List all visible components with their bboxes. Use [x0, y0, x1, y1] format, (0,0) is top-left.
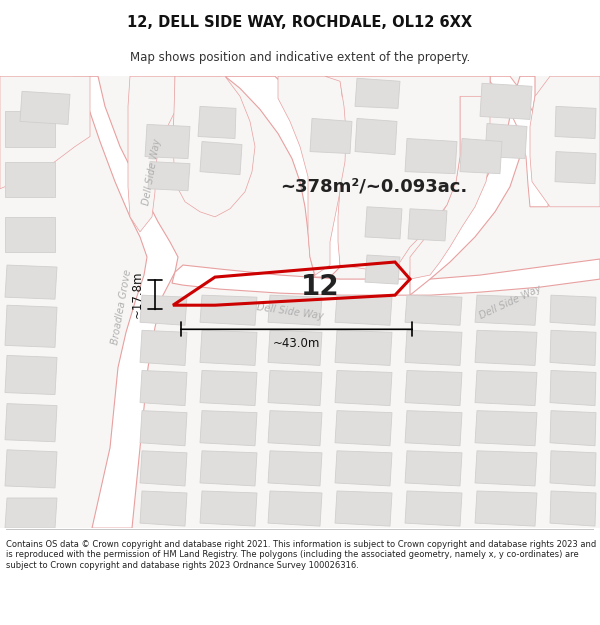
- Polygon shape: [335, 371, 392, 406]
- Polygon shape: [408, 209, 447, 241]
- Polygon shape: [325, 76, 490, 272]
- Polygon shape: [5, 404, 57, 442]
- Polygon shape: [340, 76, 490, 279]
- Text: Contains OS data © Crown copyright and database right 2021. This information is : Contains OS data © Crown copyright and d…: [6, 540, 596, 569]
- Polygon shape: [490, 76, 550, 207]
- Polygon shape: [335, 295, 392, 325]
- Polygon shape: [200, 295, 257, 325]
- Polygon shape: [460, 139, 502, 174]
- Polygon shape: [140, 330, 187, 366]
- Polygon shape: [475, 371, 537, 406]
- Polygon shape: [405, 491, 462, 526]
- Polygon shape: [200, 330, 257, 366]
- Polygon shape: [475, 295, 537, 325]
- Polygon shape: [335, 411, 392, 446]
- Polygon shape: [225, 76, 340, 277]
- Polygon shape: [268, 295, 322, 325]
- Polygon shape: [5, 265, 57, 299]
- Polygon shape: [5, 162, 55, 197]
- Polygon shape: [268, 330, 322, 366]
- Polygon shape: [405, 451, 462, 486]
- Polygon shape: [5, 498, 57, 528]
- Polygon shape: [335, 451, 392, 486]
- Polygon shape: [268, 371, 322, 406]
- Polygon shape: [550, 491, 596, 526]
- Polygon shape: [200, 491, 257, 526]
- Polygon shape: [268, 491, 322, 526]
- Polygon shape: [0, 76, 90, 157]
- Polygon shape: [278, 76, 348, 275]
- Polygon shape: [485, 124, 527, 159]
- Text: ~17.8m: ~17.8m: [131, 271, 143, 318]
- Polygon shape: [5, 217, 55, 252]
- Polygon shape: [20, 91, 70, 124]
- Text: Dell Side Way: Dell Side Way: [141, 138, 163, 206]
- Text: Map shows position and indicative extent of the property.: Map shows position and indicative extent…: [130, 51, 470, 64]
- Polygon shape: [365, 207, 402, 239]
- Polygon shape: [310, 118, 352, 154]
- Polygon shape: [475, 330, 537, 366]
- Polygon shape: [475, 491, 537, 526]
- Text: Broadlea Grove: Broadlea Grove: [110, 269, 134, 346]
- Polygon shape: [405, 371, 462, 406]
- Text: 12: 12: [301, 273, 340, 301]
- Polygon shape: [365, 255, 400, 284]
- Polygon shape: [0, 76, 90, 189]
- Polygon shape: [550, 295, 596, 325]
- Polygon shape: [140, 371, 187, 406]
- Text: 12, DELL SIDE WAY, ROCHDALE, OL12 6XX: 12, DELL SIDE WAY, ROCHDALE, OL12 6XX: [127, 16, 473, 31]
- Polygon shape: [78, 76, 178, 528]
- Polygon shape: [268, 451, 322, 486]
- Polygon shape: [5, 305, 57, 348]
- Polygon shape: [5, 450, 57, 488]
- Polygon shape: [550, 451, 596, 486]
- Polygon shape: [480, 83, 532, 119]
- Polygon shape: [355, 118, 397, 154]
- Polygon shape: [140, 491, 187, 526]
- Polygon shape: [148, 162, 190, 191]
- Polygon shape: [405, 330, 462, 366]
- Polygon shape: [335, 491, 392, 526]
- Polygon shape: [555, 106, 596, 139]
- Polygon shape: [405, 295, 462, 325]
- Polygon shape: [198, 106, 236, 139]
- Polygon shape: [355, 78, 400, 108]
- Polygon shape: [550, 330, 596, 366]
- Polygon shape: [128, 76, 175, 232]
- Polygon shape: [5, 356, 57, 394]
- Polygon shape: [145, 124, 190, 159]
- Polygon shape: [173, 76, 255, 217]
- Polygon shape: [550, 411, 596, 446]
- Polygon shape: [140, 451, 187, 486]
- Polygon shape: [335, 330, 392, 366]
- Polygon shape: [475, 411, 537, 446]
- Polygon shape: [200, 451, 257, 486]
- Text: Dell Side Way: Dell Side Way: [478, 283, 542, 321]
- Polygon shape: [140, 411, 187, 446]
- Polygon shape: [172, 259, 600, 295]
- Polygon shape: [200, 141, 242, 174]
- Polygon shape: [555, 151, 596, 184]
- Polygon shape: [405, 139, 457, 174]
- Text: Dell Side Way: Dell Side Way: [256, 302, 324, 322]
- Polygon shape: [405, 411, 462, 446]
- Polygon shape: [5, 111, 55, 146]
- Text: ~43.0m: ~43.0m: [273, 337, 320, 350]
- Polygon shape: [140, 295, 187, 325]
- Text: ~378m²/~0.093ac.: ~378m²/~0.093ac.: [280, 177, 467, 196]
- Polygon shape: [200, 371, 257, 406]
- Polygon shape: [410, 76, 535, 295]
- Polygon shape: [475, 451, 537, 486]
- Polygon shape: [200, 411, 257, 446]
- Polygon shape: [268, 411, 322, 446]
- Polygon shape: [174, 76, 248, 169]
- Polygon shape: [530, 76, 600, 207]
- Polygon shape: [550, 371, 596, 406]
